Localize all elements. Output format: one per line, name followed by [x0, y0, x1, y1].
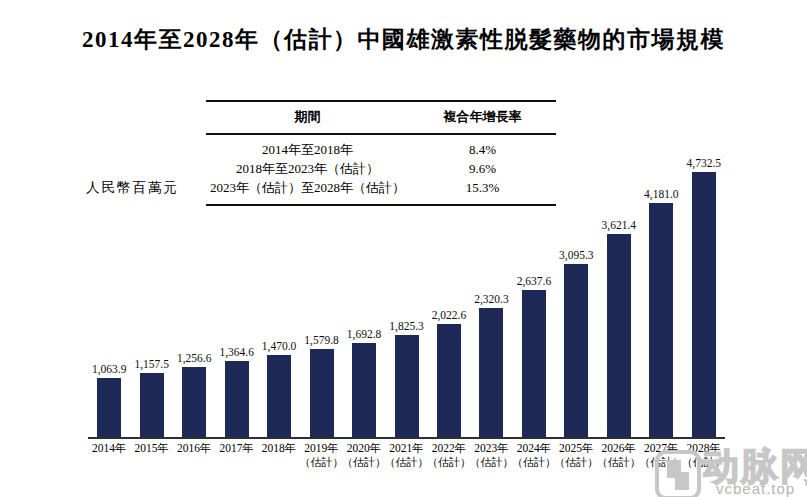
x-axis-label-year: 2016年: [170, 442, 218, 456]
x-axis-label: 2022年（估計）: [425, 442, 473, 469]
vcbeat-watermark: 动脉网 vcbeat.top: [652, 443, 807, 497]
cagr-period-cell: 2014年至2018年: [206, 140, 409, 159]
x-axis-label-estimate-note: （估計）: [298, 456, 346, 470]
bar-2022年: [437, 324, 461, 438]
x-axis-label-year: 2014年: [85, 442, 133, 456]
x-axis-label: 2015年: [128, 442, 176, 456]
x-axis-label: 2025年（估計）: [552, 442, 600, 469]
bar-2025年: [564, 264, 588, 438]
bar-value-label: 2,320.3: [459, 293, 523, 305]
bar-value-label: 2,637.6: [502, 275, 566, 287]
x-axis-label-year: 2020年: [340, 442, 388, 456]
x-axis-label-year: 2015年: [128, 442, 176, 456]
bar-value-label: 3,621.4: [587, 219, 651, 231]
cagr-value-cell: 8.4%: [409, 140, 556, 159]
x-axis-label-year: 2021年: [383, 442, 431, 456]
bar-2015年: [140, 373, 164, 438]
bar-2024年: [522, 290, 546, 438]
bar-2019年: [310, 349, 334, 438]
x-axis-label-year: 2025年: [552, 442, 600, 456]
x-axis-label-year: 2017年: [213, 442, 261, 456]
bar-2016年: [182, 367, 206, 438]
bar-value-label: 4,181.0: [629, 188, 693, 200]
x-axis-label: 2014年: [85, 442, 133, 456]
bar-2028年: [692, 172, 716, 438]
x-axis-label-estimate-note: （估計）: [340, 456, 388, 470]
x-axis-label-estimate-note: （估計）: [552, 456, 600, 470]
x-axis-label-estimate-note: （估計）: [425, 456, 473, 470]
x-axis-label: 2018年: [255, 442, 303, 456]
x-axis-label-year: 2019年: [298, 442, 346, 456]
bar-2014年: [97, 378, 121, 438]
bar-2026年: [607, 234, 631, 438]
bar-2021年: [395, 335, 419, 438]
x-axis-label: 2023年（估計）: [467, 442, 515, 469]
bar-value-label: 3,095.3: [544, 249, 608, 261]
x-axis-label-year: 2024年: [510, 442, 558, 456]
bar-value-label: 1,825.3: [375, 320, 439, 332]
bar-2023年: [479, 308, 503, 438]
x-axis-label-year: 2018年: [255, 442, 303, 456]
x-axis-label-year: 2023年: [467, 442, 515, 456]
x-axis-line: [88, 437, 725, 439]
x-axis-label-estimate-note: （估計）: [467, 456, 515, 470]
vcbeat-logo-icon: [655, 450, 701, 497]
bar-2027年: [649, 203, 673, 438]
cagr-table-row: 2014年至2018年8.4%: [206, 140, 556, 159]
x-axis-labels: 2014年2015年2016年2017年2018年2019年（估計）2020年（…: [88, 442, 725, 474]
bar-chart-plot: 1,063.91,157.51,256.61,364.61,470.01,579…: [88, 160, 725, 438]
x-axis-label: 2021年（估計）: [383, 442, 431, 469]
x-axis-label-year: 2022年: [425, 442, 473, 456]
bar-2018年: [267, 355, 291, 438]
cagr-table-header-cagr: 複合年增長率: [409, 108, 556, 126]
x-axis-label: 2019年（估計）: [298, 442, 346, 469]
cagr-table-header-period: 期間: [206, 108, 409, 126]
x-axis-label: 2020年（估計）: [340, 442, 388, 469]
x-axis-label: 2026年（估計）: [595, 442, 643, 469]
chart-title: 2014年至2028年（估計）中國雄激素性脱髮藥物的市場規模: [0, 24, 807, 55]
x-axis-label-year: 2026年: [595, 442, 643, 456]
bar-value-label: 4,732.5: [672, 157, 736, 169]
x-axis-label: 2024年（估計）: [510, 442, 558, 469]
x-axis-label-estimate-note: （估計）: [595, 456, 643, 470]
x-axis-label: 2016年: [170, 442, 218, 456]
cagr-table-header: 期間 複合年增長率: [206, 100, 556, 135]
bar-2020年: [352, 343, 376, 438]
x-axis-label-estimate-note: （估計）: [383, 456, 431, 470]
figure-container: 2014年至2028年（估計）中國雄激素性脱髮藥物的市場規模 期間 複合年增長率…: [0, 0, 807, 497]
x-axis-label: 2017年: [213, 442, 261, 456]
bar-value-label: 2,022.6: [417, 309, 481, 321]
vcbeat-domain-text: vcbeat.top: [716, 480, 795, 497]
x-axis-label-estimate-note: （估計）: [510, 456, 558, 470]
bar-2017年: [225, 361, 249, 438]
